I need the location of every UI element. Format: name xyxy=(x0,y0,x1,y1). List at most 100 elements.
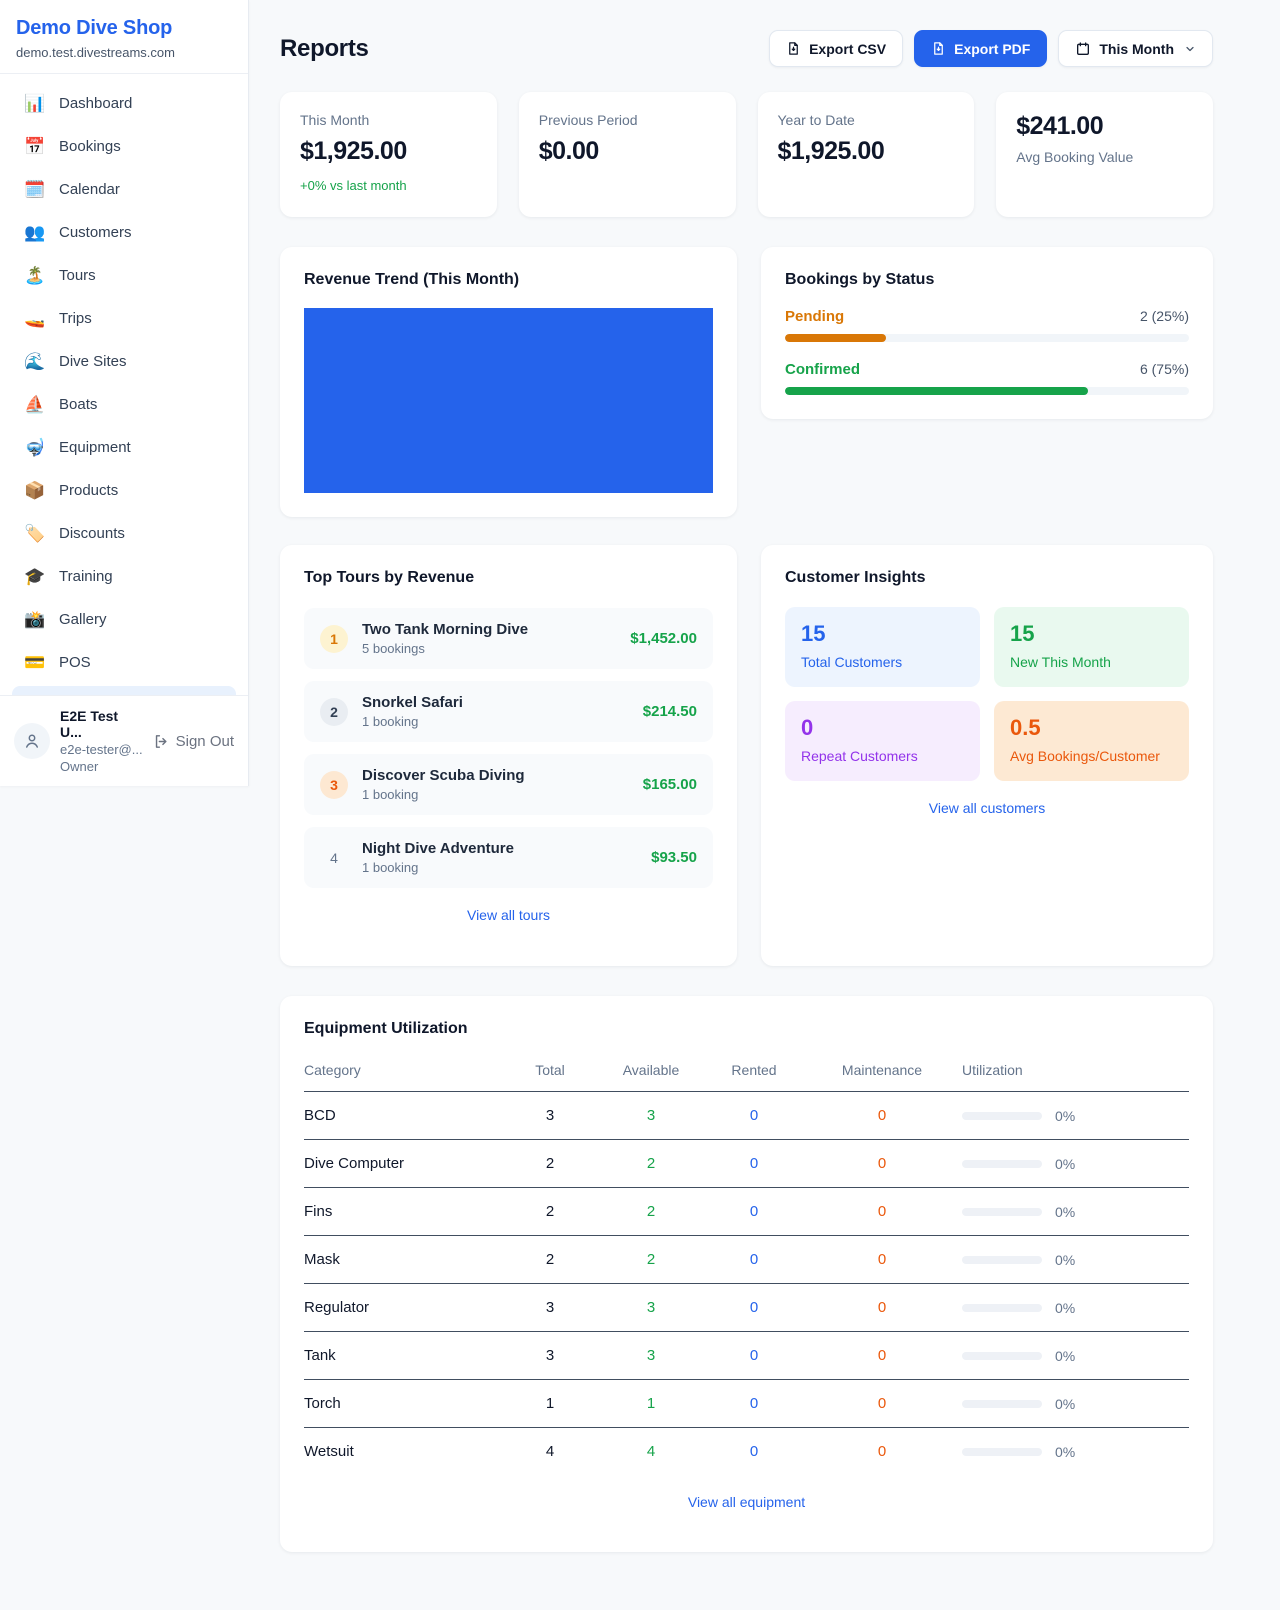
camera-flash-icon: 📸 xyxy=(24,609,46,629)
sidebar-item-tours[interactable]: 🏝️ Tours xyxy=(12,254,236,297)
sidebar-item-gallery[interactable]: 📸 Gallery xyxy=(12,598,236,641)
tour-bookings: 5 bookings xyxy=(362,641,425,656)
rank-badge: 4 xyxy=(330,849,338,866)
diving-mask-icon: 🤿 xyxy=(24,437,46,457)
export-pdf-button[interactable]: Export PDF xyxy=(914,30,1048,67)
insight-label: New This Month xyxy=(1010,654,1111,670)
user-info: E2E Test U... e2e-tester@... Owner xyxy=(60,708,143,774)
tour-amount: $214.50 xyxy=(642,703,697,720)
stat-card-avg-booking-value: $241.00 Avg Booking Value xyxy=(996,92,1213,217)
insight-value: 15 xyxy=(801,621,826,646)
sidebar-item-equipment[interactable]: 🤿 Equipment xyxy=(12,426,236,469)
customer-insights-title: Customer Insights xyxy=(785,569,926,586)
status-row-pending: Pending 2 (25%) xyxy=(785,308,1189,342)
status-row-confirmed: Confirmed 6 (75%) xyxy=(785,361,1189,395)
file-download-icon xyxy=(934,42,943,55)
tour-name: Two Tank Morning Dive xyxy=(362,621,529,638)
sign-out-button[interactable]: Sign Out xyxy=(153,733,234,750)
sidebar-active-item-partial[interactable] xyxy=(12,686,236,695)
sidebar-item-dashboard[interactable]: 📊 Dashboard xyxy=(12,82,236,125)
revenue-trend-card: Revenue Trend (This Month) xyxy=(280,247,737,517)
utilization-bar xyxy=(962,1399,1042,1408)
tour-name: Night Dive Adventure xyxy=(362,840,514,857)
stat-card-year-to-date: Year to Date $1,925.00 xyxy=(757,92,975,217)
sidebar-item-products[interactable]: 📦 Products xyxy=(12,469,236,512)
progress-fill xyxy=(785,387,1088,395)
equipment-utilization-card: Equipment Utilization Category Total Ava… xyxy=(280,996,1213,1552)
stat-delta: +0% vs last month xyxy=(300,178,407,193)
table-row: Regulator 3 3 0 0 0% xyxy=(304,1283,1189,1332)
table-row: Dive Computer 2 2 0 0 0% xyxy=(304,1139,1189,1188)
sidebar-item-dive-sites[interactable]: 🌊 Dive Sites xyxy=(12,340,236,383)
sidebar-item-label: Boats xyxy=(59,396,98,413)
stat-value: $241.00 xyxy=(1016,112,1104,140)
column-header: Available xyxy=(622,1062,680,1078)
sidebar-item-bookings[interactable]: 📅 Bookings xyxy=(12,125,236,168)
insight-tile-repeat-customers: 0 Repeat Customers xyxy=(785,701,980,781)
tour-item: 4 Night Dive Adventure 1 booking $93.50 xyxy=(304,827,713,888)
table-row: Torch 1 1 0 0 0% xyxy=(304,1379,1189,1428)
progress-fill xyxy=(785,334,886,342)
sidebar-item-label: POS xyxy=(59,654,91,671)
tour-item: 3 Discover Scuba Diving 1 booking $165.0… xyxy=(304,754,713,815)
period-select[interactable]: This Month xyxy=(1058,30,1213,67)
tour-name: Discover Scuba Diving xyxy=(362,767,525,784)
utilization-bar xyxy=(962,1351,1042,1360)
tour-bookings: 1 booking xyxy=(362,787,419,802)
table-row: Fins 2 2 0 0 0% xyxy=(304,1187,1189,1236)
user-email: e2e-tester@... xyxy=(60,742,143,757)
sidebar-item-label: Tours xyxy=(59,267,96,284)
brand-name: Demo Dive Shop xyxy=(16,17,173,39)
bookings-by-status-title: Bookings by Status xyxy=(785,271,935,288)
stat-label: This Month xyxy=(300,112,370,128)
view-all-tours-link[interactable]: View all tours xyxy=(466,907,550,923)
status-label: Confirmed xyxy=(785,361,860,378)
avatar xyxy=(14,723,50,759)
revenue-trend-chart xyxy=(304,308,713,493)
spiral-calendar-icon: 🗓️ xyxy=(24,179,46,199)
insight-label: Repeat Customers xyxy=(801,748,918,764)
table-row: Tank 3 3 0 0 0% xyxy=(304,1331,1189,1380)
sidebar-item-training[interactable]: 🎓 Training xyxy=(12,555,236,598)
sidebar-item-customers[interactable]: 👥 Customers xyxy=(12,211,236,254)
sidebar-item-boats[interactable]: ⛵ Boats xyxy=(12,383,236,426)
view-all-customers-link[interactable]: View all customers xyxy=(928,800,1046,816)
charts-row: Revenue Trend (This Month) Bookings by S… xyxy=(280,247,1213,517)
sidebar-nav: 📊 Dashboard 📅 Bookings 🗓️ Calendar 👥 Cus… xyxy=(0,74,248,695)
insight-value: 15 xyxy=(1010,621,1035,646)
credit-card-icon: 💳 xyxy=(24,652,46,672)
stat-label: Year to Date xyxy=(777,112,855,128)
user-name: E2E Test U... xyxy=(60,708,119,740)
tour-item: 2 Snorkel Safari 1 booking $214.50 xyxy=(304,681,713,742)
sidebar-item-label: Trips xyxy=(59,310,92,327)
view-all-equipment-link[interactable]: View all equipment xyxy=(687,1494,806,1510)
table-row: Wetsuit 4 4 0 0 0% xyxy=(304,1427,1189,1475)
status-label: Pending xyxy=(785,308,845,325)
sidebar-item-calendar[interactable]: 🗓️ Calendar xyxy=(12,168,236,211)
progress-track xyxy=(785,334,1189,342)
utilization-bar xyxy=(962,1447,1042,1456)
rank-badge: 3 xyxy=(320,770,348,799)
tag-icon: 🏷️ xyxy=(24,523,46,543)
stat-value: $1,925.00 xyxy=(300,137,407,165)
utilization-bar xyxy=(962,1255,1042,1264)
rank-badge: 2 xyxy=(320,697,348,726)
user-section: E2E Test U... e2e-tester@... Owner Sign … xyxy=(0,695,248,786)
sidebar-item-label: Customers xyxy=(59,224,132,241)
sidebar-item-trips[interactable]: 🚤 Trips xyxy=(12,297,236,340)
stat-value: $0.00 xyxy=(538,137,600,165)
stats-row: This Month $1,925.00 +0% vs last month P… xyxy=(280,92,1213,217)
sidebar-item-label: Gallery xyxy=(59,611,107,628)
stat-card-this-month: This Month $1,925.00 +0% vs last month xyxy=(280,92,497,217)
sidebar-item-discounts[interactable]: 🏷️ Discounts xyxy=(12,512,236,555)
table-header-row: Category Total Available Rented Maintena… xyxy=(304,1052,1189,1092)
sidebar-item-label: Discounts xyxy=(59,525,125,542)
tour-amount: $165.00 xyxy=(642,776,697,793)
sidebar-item-pos[interactable]: 💳 POS xyxy=(12,641,236,684)
export-csv-button[interactable]: Export CSV xyxy=(769,30,904,67)
table-row: BCD 3 3 0 0 0% xyxy=(304,1091,1189,1140)
person-icon xyxy=(26,734,38,748)
page-header: Reports Export CSV Export PDF This Month xyxy=(280,30,1213,67)
column-header: Total xyxy=(535,1062,565,1078)
export-csv-label: Export CSV xyxy=(809,40,887,57)
